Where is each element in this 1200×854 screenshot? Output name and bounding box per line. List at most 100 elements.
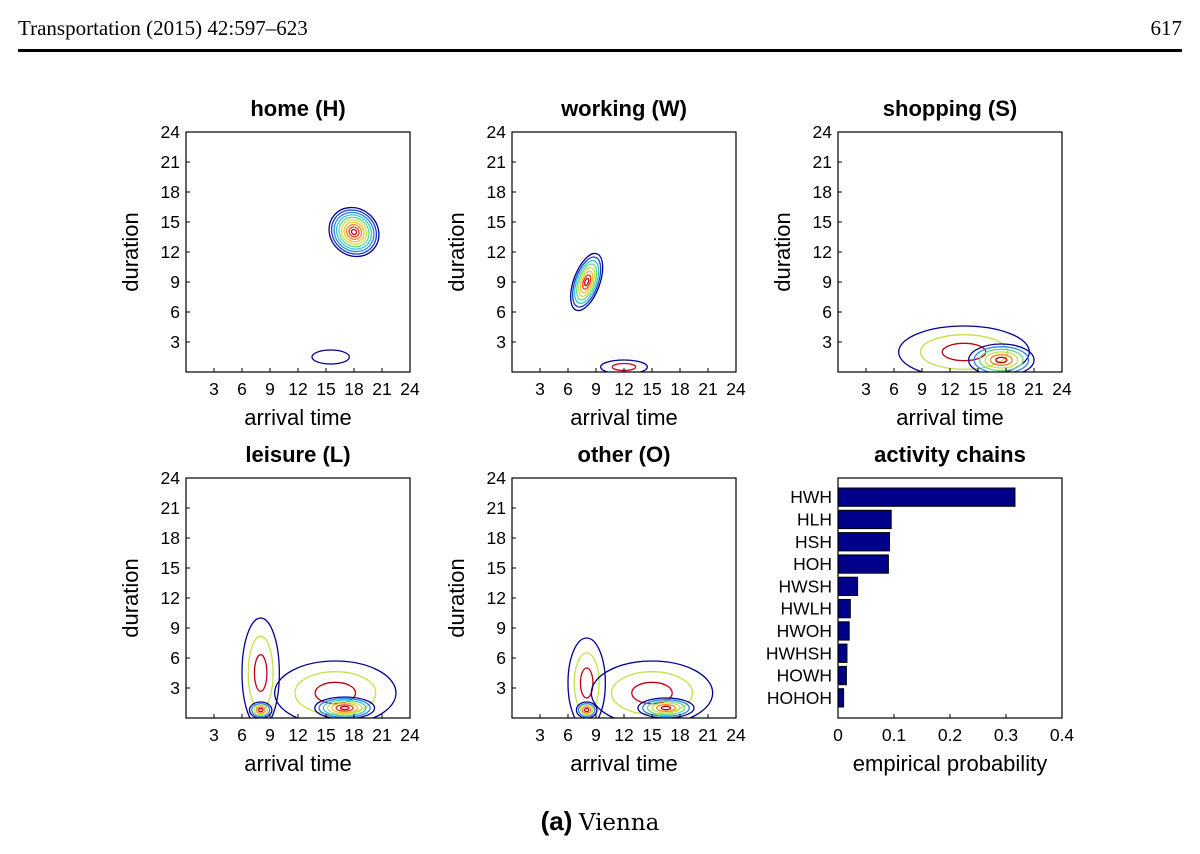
contour-line bbox=[345, 224, 363, 240]
contour-line bbox=[646, 700, 686, 716]
y-tick-label: 3 bbox=[170, 332, 180, 352]
category-label: HWH bbox=[790, 487, 832, 507]
y-axis-label: duration bbox=[444, 558, 469, 638]
panel-title: leisure (L) bbox=[245, 442, 350, 467]
x-tick-label: 15 bbox=[968, 379, 987, 399]
x-tick-label: 6 bbox=[563, 379, 573, 399]
contour-line bbox=[651, 702, 681, 714]
y-tick-label: 24 bbox=[813, 122, 833, 142]
contour-line bbox=[572, 256, 602, 308]
y-tick-label: 15 bbox=[161, 558, 180, 578]
y-tick-label: 12 bbox=[161, 588, 180, 608]
y-tick-label: 3 bbox=[496, 678, 506, 698]
contour-line bbox=[257, 707, 264, 713]
contour-line bbox=[584, 277, 590, 287]
category-label: HSH bbox=[795, 532, 832, 552]
x-axis-label: arrival time bbox=[244, 405, 352, 430]
density-contours bbox=[567, 637, 714, 718]
contour-line bbox=[656, 704, 676, 712]
contour-line bbox=[581, 706, 592, 714]
journal-citation: Transportation (2015) 42:597–623 bbox=[18, 16, 308, 40]
x-tick-label: 21 bbox=[698, 379, 717, 399]
density-contours bbox=[570, 252, 648, 372]
x-tick-label: 24 bbox=[726, 379, 746, 399]
x-tick-label: 6 bbox=[889, 379, 899, 399]
panel-title: home (H) bbox=[250, 96, 345, 121]
y-tick-label: 6 bbox=[496, 302, 506, 322]
density-contours bbox=[241, 617, 397, 718]
x-tick-label: 0.1 bbox=[882, 725, 906, 745]
x-tick-label: 12 bbox=[614, 725, 633, 745]
category-label: HWHSH bbox=[766, 643, 832, 663]
x-tick-label: 0.4 bbox=[1050, 725, 1075, 745]
figure-caption: (a) Vienna bbox=[0, 806, 1200, 837]
y-axis-label: duration bbox=[770, 212, 795, 292]
contour-line bbox=[660, 705, 672, 711]
contour-line bbox=[274, 660, 397, 718]
contour-line bbox=[330, 209, 378, 255]
contour-line bbox=[642, 699, 690, 717]
contour-line bbox=[567, 637, 606, 718]
panel-1: home (H)3 6 9 12 15 18 21 243691215182124arriva… bbox=[118, 96, 420, 430]
panel-title: working (W) bbox=[560, 96, 687, 121]
contour-line bbox=[294, 671, 377, 715]
x-axis-label: arrival time bbox=[570, 405, 678, 430]
x-tick-label: 0.3 bbox=[994, 725, 1018, 745]
contour-line bbox=[255, 706, 266, 714]
contour-line bbox=[333, 211, 375, 253]
x-tick-label: 12 bbox=[288, 379, 307, 399]
x-tick-label: 15 bbox=[642, 725, 661, 745]
x-tick-label: 9 bbox=[265, 725, 275, 745]
panel-title: other (O) bbox=[578, 442, 671, 467]
contour-line bbox=[576, 263, 598, 301]
panel-6: activity chainsHWHHLHHSHHOHHWSHHWLHHWOHH… bbox=[766, 442, 1075, 776]
panel-title: shopping (S) bbox=[883, 96, 1017, 121]
contour-line bbox=[583, 707, 590, 713]
x-axis-label: arrival time bbox=[570, 751, 678, 776]
y-tick-label: 3 bbox=[170, 678, 180, 698]
x-tick-label: 3 bbox=[209, 379, 219, 399]
contour-line bbox=[314, 696, 376, 718]
x-tick-label: 6 bbox=[237, 725, 247, 745]
x-tick-label: 24 bbox=[1052, 379, 1072, 399]
contour-line bbox=[570, 252, 604, 312]
x-tick-label: 12 bbox=[940, 379, 959, 399]
y-tick-label: 12 bbox=[161, 242, 180, 262]
y-tick-label: 9 bbox=[822, 272, 832, 292]
panel-5: other (O)3 6 9 12 15 18 21 243691215182124arriv… bbox=[444, 442, 746, 776]
contour-line bbox=[995, 356, 1008, 364]
x-tick-label: 9 bbox=[591, 379, 601, 399]
x-tick-label: 21 bbox=[372, 725, 391, 745]
contour-line bbox=[600, 359, 648, 372]
plot-frame bbox=[511, 131, 737, 373]
bar bbox=[837, 509, 892, 530]
category-label: HLH bbox=[797, 509, 832, 529]
y-tick-label: 6 bbox=[170, 302, 180, 322]
y-tick-label: 15 bbox=[161, 212, 180, 232]
x-tick-label: 6 bbox=[237, 379, 247, 399]
contour-line bbox=[973, 346, 1030, 372]
x-tick-label: 18 bbox=[670, 379, 689, 399]
y-tick-label: 3 bbox=[822, 332, 832, 352]
x-tick-label: 3 bbox=[535, 725, 545, 745]
y-tick-label: 21 bbox=[813, 152, 832, 172]
y-tick-label: 18 bbox=[813, 182, 832, 202]
x-tick-label: 15 bbox=[316, 379, 335, 399]
x-tick-label: 18 bbox=[344, 379, 363, 399]
y-tick-label: 24 bbox=[487, 468, 507, 488]
contour-line bbox=[343, 221, 365, 243]
bar bbox=[837, 665, 847, 686]
y-tick-label: 18 bbox=[487, 528, 506, 548]
x-tick-label: 12 bbox=[288, 725, 307, 745]
contour-line bbox=[251, 702, 271, 718]
y-axis-label: duration bbox=[118, 212, 143, 292]
y-tick-label: 21 bbox=[487, 498, 506, 518]
x-tick-label: 6 bbox=[563, 725, 573, 745]
category-label: HOHOH bbox=[767, 688, 832, 708]
x-tick-label: 15 bbox=[316, 725, 335, 745]
y-tick-label: 3 bbox=[496, 332, 506, 352]
contour-line bbox=[984, 351, 1019, 369]
y-tick-label: 21 bbox=[487, 152, 506, 172]
x-axis-label: arrival time bbox=[244, 751, 352, 776]
y-tick-label: 9 bbox=[496, 272, 506, 292]
